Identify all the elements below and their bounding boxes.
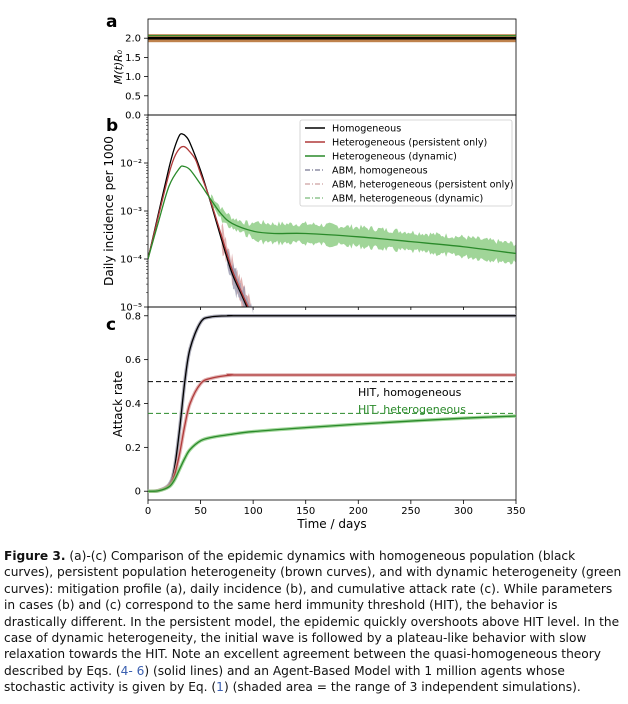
legend-entry-label: Heterogeneous (dynamic)	[332, 152, 457, 163]
caption-label: Figure 3.	[4, 549, 66, 563]
panel-b-ytick-label: 10⁻³	[120, 207, 142, 218]
caption-text-2: ) (solid lines) and an Agent-Based Model…	[4, 663, 565, 695]
legend-box	[299, 119, 513, 207]
panel-a-ytick-label: 0.5	[125, 91, 141, 102]
panel-a-ylabel: M(t)R₀	[112, 49, 125, 84]
hit-homogeneous-label: HIT, homogeneous	[358, 386, 462, 399]
panel-a-frame	[147, 18, 517, 116]
panel-c-xtick-label: 150	[296, 506, 315, 517]
panel-c-xtick-label: 100	[244, 506, 263, 517]
panel-b-ytick-label: 10⁻⁴	[120, 255, 142, 266]
panel-c-letter: c	[106, 315, 116, 335]
panel-c-xtick-label: 300	[454, 506, 473, 517]
panel-c-line-dynamic	[147, 415, 517, 492]
panel-b-line-persistent	[148, 145, 249, 307]
panel-a-letter: a	[106, 12, 117, 32]
figure-caption: Figure 3. (a)-(c) Comparison of the epid…	[4, 548, 624, 696]
panel-b-abm-dynamic-band	[211, 194, 516, 265]
panel-a-ytick-label: 0.0	[125, 111, 141, 122]
hit-heterogeneous-label: HIT, heterogeneous	[358, 403, 466, 416]
panel-c-xtick-label: 200	[349, 506, 368, 517]
panel-c-xtick-label: 350	[506, 506, 525, 517]
panel-b-letter: b	[106, 116, 118, 136]
caption-eq-ref-2[interactable]: 1	[216, 680, 224, 695]
panel-c-ylabel: Attack rate	[111, 371, 125, 438]
panel-c-xtick-label: 250	[401, 506, 420, 517]
panel-b-line-homogeneous	[148, 133, 248, 307]
caption-text-3: ) (shaded area = the range of 3 independ…	[223, 680, 581, 695]
panel-c-ytick-label: 0.8	[125, 311, 141, 322]
panel-c-xtick-label: 0	[145, 506, 151, 517]
panel-b: b Daily incidence per 1000 10⁻² 10⁻³ 10⁻⁴ 1…	[102, 114, 517, 314]
panel-c-ytick-label: 0.6	[125, 355, 141, 366]
panel-a-ytick-label: 1.0	[125, 72, 141, 83]
panel-b-abm-homogeneous-band	[226, 248, 254, 314]
caption-text-1: (a)-(c) Comparison of the epidemic dynam…	[4, 549, 622, 678]
panel-b-ytick-label: 10⁻⁵	[120, 303, 142, 314]
legend: Homogeneous Heterogeneous (persistent onl…	[299, 119, 514, 207]
panel-c-ytick-label: 0	[135, 487, 141, 498]
panel-a-ytick-label: 2.0	[125, 34, 141, 45]
panel-b-line-dynamic	[148, 165, 516, 260]
legend-entry-label: ABM, heterogeneous (dynamic)	[332, 194, 483, 205]
panel-c-line-dynamic-abm-band	[147, 414, 517, 494]
figure-3: a M(t)R₀ 2.0 1.5 1.0 0.5 0.0 b Daily inciden…	[102, 12, 526, 531]
panel-c: c Attack rate Time / days 0.8 0.6 0.4 0.2 00…	[106, 306, 526, 531]
panel-b-ytick-label: 10⁻²	[120, 159, 142, 170]
legend-entry-label: ABM, heterogeneous (persistent only)	[332, 180, 514, 191]
panel-a-ytick-label: 1.5	[125, 53, 141, 64]
panel-c-ytick-label: 0.4	[125, 399, 141, 410]
panel-c-ytick-label: 0.2	[125, 443, 141, 454]
panel-c-xlabel: Time / days	[296, 517, 366, 531]
legend-entry-label: ABM, homogeneous	[332, 166, 428, 177]
caption-eq-ref-1[interactable]: 4- 6	[120, 663, 145, 678]
panel-b-ylabel: Daily incidence per 1000	[102, 136, 116, 286]
legend-entry-label: Heterogeneous (persistent only)	[332, 138, 487, 149]
panel-c-xtick-label: 50	[194, 506, 207, 517]
panel-b-abm-persistent-band	[221, 222, 254, 309]
legend-entry-label: Homogeneous	[332, 124, 401, 135]
panel-a: a M(t)R₀ 2.0 1.5 1.0 0.5 0.0	[106, 12, 517, 122]
